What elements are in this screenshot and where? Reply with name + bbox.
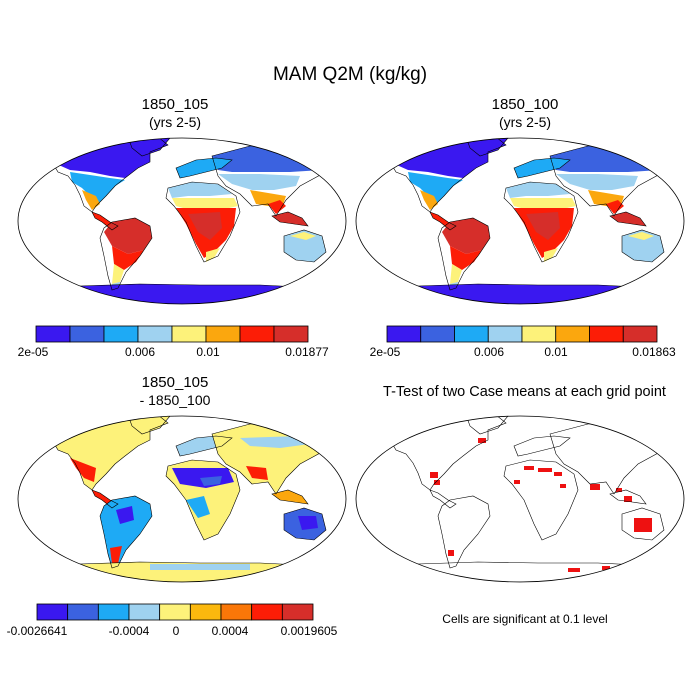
cb3-swatch-0 <box>36 603 69 621</box>
cb2-swatch-2 <box>454 325 489 343</box>
cb1-label-1: 0.006 <box>124 345 156 359</box>
cb3-label-1: -0.0004 <box>108 624 150 638</box>
panel1-title: 1850_105 <box>141 96 209 113</box>
cb1-swatch-3 <box>137 325 173 343</box>
panel3-subtitle: - 1850_100 <box>139 392 211 408</box>
cb3-swatch-2 <box>97 603 130 621</box>
colorbar-panel-2 <box>386 325 658 343</box>
cb1-swatch-5 <box>205 325 241 343</box>
cb3-swatch-8 <box>281 603 314 621</box>
cb2-swatch-1 <box>420 325 455 343</box>
colorbar-panel-1 <box>35 325 309 343</box>
cb1-label-0: 2e-05 <box>17 345 49 359</box>
cb2-swatch-5 <box>555 325 590 343</box>
figure-title: MAM Q2M (kg/kg) <box>272 64 428 85</box>
cb3-swatch-6 <box>220 603 253 621</box>
panel3-title: 1850_105 <box>141 374 209 391</box>
panel2-title: 1850_100 <box>491 96 559 113</box>
cb3-label-3: 0.0004 <box>211 624 249 638</box>
cb3-swatch-3 <box>128 603 161 621</box>
cb3-label-0: -0.0026641 <box>6 624 68 638</box>
cb2-swatch-6 <box>589 325 624 343</box>
colorbar-panel-3 <box>36 603 314 621</box>
cb1-swatch-6 <box>239 325 275 343</box>
panel4-title: T-Test of two Case means at each grid po… <box>383 384 666 400</box>
cb1-swatch-2 <box>103 325 139 343</box>
cb2-swatch-7 <box>622 325 658 343</box>
cb1-swatch-0 <box>35 325 71 343</box>
cb3-swatch-7 <box>251 603 283 621</box>
cb1-label-2: 0.01 <box>196 345 220 359</box>
significance-note: Cells are significant at 0.1 level <box>442 612 608 626</box>
cb2-label-3: 0.01863 <box>632 345 676 359</box>
cb1-swatch-7 <box>273 325 309 343</box>
cb2-label-1: 0.006 <box>473 345 505 359</box>
panel1-subtitle: (yrs 2-5) <box>148 114 202 130</box>
cb3-label-4: 0.0019605 <box>280 624 338 638</box>
cb2-label-0: 2e-05 <box>369 345 401 359</box>
cb2-label-2: 0.01 <box>544 345 568 359</box>
map-panel-1850-105 <box>17 137 347 305</box>
cb2-swatch-3 <box>487 325 523 343</box>
cb1-swatch-4 <box>171 325 207 343</box>
cb3-swatch-4 <box>159 603 191 621</box>
map-panel-1850-100 <box>355 137 685 305</box>
cb1-label-3: 0.01877 <box>285 345 329 359</box>
panel2-subtitle: (yrs 2-5) <box>498 114 552 130</box>
cb3-label-2: 0 <box>172 624 180 638</box>
cb3-swatch-1 <box>67 603 99 621</box>
cb2-swatch-4 <box>521 325 557 343</box>
cb2-swatch-0 <box>386 325 422 343</box>
cb3-swatch-5 <box>189 603 222 621</box>
map-panel-difference <box>17 415 347 583</box>
cb1-swatch-1 <box>69 325 105 343</box>
map-panel-ttest <box>355 415 685 583</box>
